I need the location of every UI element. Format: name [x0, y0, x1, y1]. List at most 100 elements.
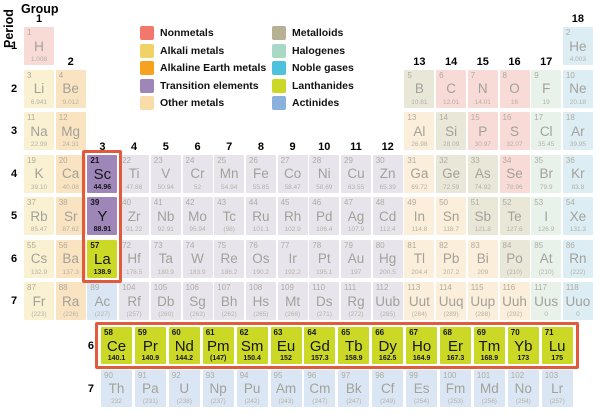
atomic-number: 45	[280, 198, 290, 207]
element-symbol: Sr	[63, 208, 78, 224]
element-symbol: Ra	[62, 293, 80, 309]
element-co: 27 Co 58.47	[277, 154, 308, 193]
element-rn: 86 Rn (222)	[562, 239, 593, 278]
atomic-number: 21	[90, 155, 100, 165]
element-rf: 104 Rf (257)	[119, 282, 150, 320]
element-symbol: W	[191, 251, 204, 267]
atomic-mass: 232	[111, 398, 122, 405]
atomic-mass: 106.4	[316, 226, 333, 233]
element-symbol: Ti	[128, 166, 140, 182]
atomic-mass: 28.09	[442, 141, 460, 148]
atomic-number: 78	[312, 240, 322, 250]
element-symbol: Bi	[476, 251, 489, 267]
element-symbol: Rh	[283, 208, 302, 224]
atomic-mass: (223)	[31, 311, 47, 318]
atomic-number: 110	[312, 283, 326, 292]
element-db: 105 Db (260)	[150, 282, 181, 320]
atomic-number: 72	[122, 240, 131, 250]
element-sb: 51 Sb 121.8	[467, 197, 498, 235]
element-symbol: He	[569, 38, 587, 54]
element-os: 76 Os 190.2	[245, 239, 276, 278]
atomic-number: 105	[153, 283, 168, 292]
atomic-number: 85	[534, 240, 544, 250]
element-sc: 21 Sc 44.96	[87, 154, 118, 193]
atomic-mass: (210)	[506, 268, 523, 276]
atomic-number: 7	[470, 70, 476, 80]
atomic-mass: 26.98	[411, 141, 428, 148]
atomic-mass: 35.45	[538, 141, 555, 148]
atomic-mass: 107.9	[347, 226, 365, 233]
atomic-mass: 140.1	[107, 355, 126, 362]
atomic-number: 101	[476, 371, 491, 380]
element-cr: 24 Cr 52	[182, 154, 213, 193]
atomic-number: 108	[248, 283, 263, 292]
atomic-number: 50	[439, 198, 448, 207]
element-uus: 117 Uus 0	[531, 282, 562, 320]
element-cf: 98 Cf (249)	[372, 370, 404, 407]
nonmetals-color-swatch	[140, 26, 154, 40]
group-label-12: 12	[381, 140, 394, 153]
atomic-mass: 207.2	[442, 268, 460, 276]
element-uut: 113 Uut (284)	[404, 282, 435, 320]
legend-label: Alkali metals	[160, 44, 225, 57]
atomic-number: 8	[502, 70, 507, 80]
element-la: 57 La 138.9	[87, 239, 118, 278]
legend-item-nonmetals: Nonmetals	[140, 26, 214, 40]
element-ra: 88 Ra (226)	[55, 282, 86, 320]
element-ga: 31 Ga 69.72	[404, 154, 435, 193]
element-ba: 56 Ba 137.3	[55, 239, 86, 278]
element-symbol: Tb	[345, 337, 363, 355]
atomic-mass: (247)	[346, 398, 362, 405]
element-symbol: U	[179, 381, 190, 397]
legend-item-other-metals: Other metals	[140, 96, 225, 111]
atomic-number: 82	[439, 240, 448, 250]
legend-label: Other metals	[160, 97, 225, 110]
atomic-mass: (260)	[158, 311, 174, 318]
element-dy: 66 Dy 162.5	[372, 327, 404, 364]
element-symbol: C	[446, 81, 456, 97]
atomic-mass: 91.22	[125, 226, 143, 233]
atomic-mass: 112.4	[379, 226, 396, 233]
atomic-number: 112	[375, 283, 389, 292]
element-symbol: Ce	[106, 337, 127, 355]
element-symbol: Uuq	[438, 293, 464, 309]
element-symbol: Cd	[379, 208, 397, 224]
element-symbol: Mo	[188, 208, 207, 224]
atomic-number: 1	[27, 28, 32, 37]
element-li: 3 Li 6.941	[24, 69, 54, 108]
atomic-mass: 54.94	[221, 183, 238, 191]
group-label-13: 13	[413, 55, 426, 68]
atomic-mass: 16	[510, 98, 519, 106]
atomic-number: 65	[341, 328, 351, 337]
element-zn: 30 Zn 65.39	[372, 154, 403, 193]
atomic-mass: 175	[551, 355, 564, 362]
element-xe: 54 Xe 131.3	[562, 197, 593, 235]
legend-item-alkali-metals: Alkali metals	[140, 43, 225, 58]
element-symbol: In	[413, 208, 426, 224]
atomic-mass: 121.8	[474, 226, 491, 233]
legend-label: Lanthanides	[292, 79, 354, 92]
element-symbol: V	[161, 166, 171, 182]
atomic-mass: 72.59	[442, 183, 460, 191]
element-symbol: Am	[275, 381, 297, 397]
element-ne: 10 Ne 20.18	[562, 69, 593, 108]
group-label-9: 9	[289, 140, 296, 153]
element-u: 92 U (238)	[168, 370, 200, 407]
atomic-mass: 19	[542, 98, 550, 106]
lanthanide-series-box	[95, 322, 579, 369]
element-cu: 29 Cu 63.55	[341, 154, 371, 193]
atomic-number: 25	[217, 155, 227, 165]
atomic-mass: (249)	[380, 398, 396, 405]
element-symbol: Nd	[174, 337, 194, 355]
atomic-number: 43	[217, 198, 227, 207]
atomic-mass: (284)	[411, 311, 427, 318]
element-na: 11 Na 22.99	[24, 112, 54, 150]
element-symbol: Ga	[410, 166, 429, 182]
lanthanides-color-swatch	[272, 78, 286, 93]
group-label-7: 7	[226, 140, 233, 153]
element-k: 19 K 39.10	[24, 154, 54, 193]
atomic-number: 73	[153, 240, 163, 250]
atomic-mass: (98)	[223, 226, 235, 233]
atomic-mass: 192.2	[284, 268, 301, 276]
